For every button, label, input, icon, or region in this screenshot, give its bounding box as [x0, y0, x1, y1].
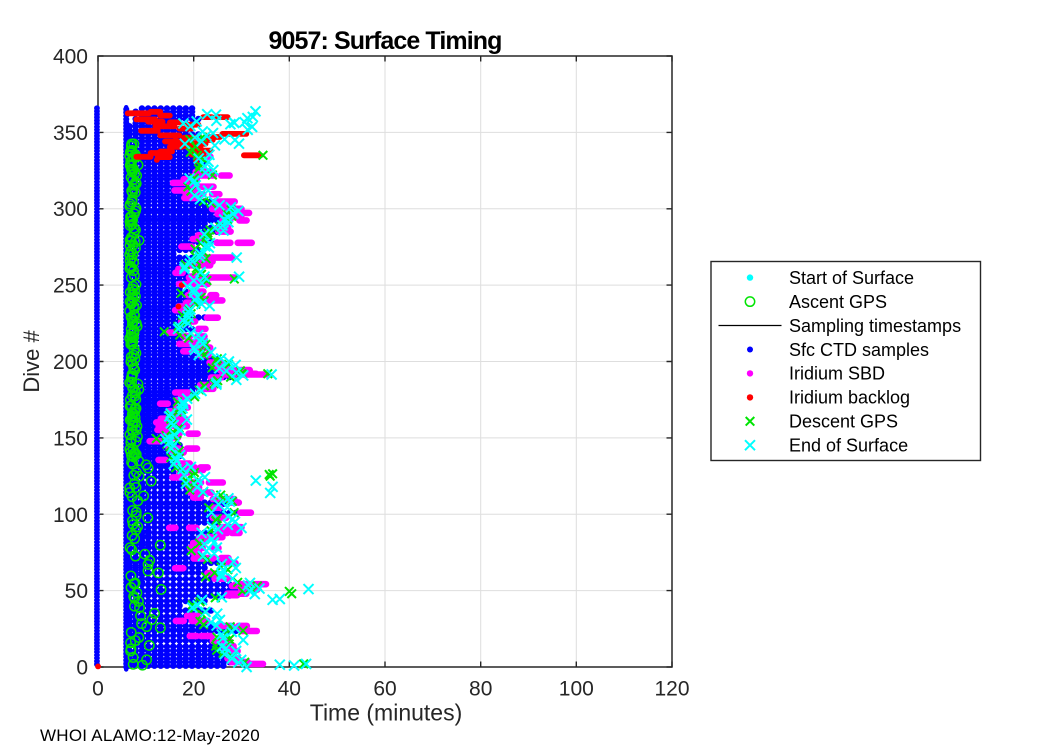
svg-text:Ascent GPS: Ascent GPS	[789, 292, 887, 312]
svg-text:0: 0	[76, 657, 88, 680]
svg-text:200: 200	[53, 351, 88, 374]
svg-text:350: 350	[53, 122, 88, 145]
svg-text:100: 100	[559, 678, 594, 701]
svg-text:Sampling timestamps: Sampling timestamps	[789, 316, 961, 336]
svg-text:Sfc CTD samples: Sfc CTD samples	[789, 340, 929, 360]
svg-text:Start of Surface: Start of Surface	[789, 268, 914, 288]
svg-text:300: 300	[53, 198, 88, 221]
svg-text:50: 50	[65, 580, 88, 603]
svg-text:Time (minutes): Time (minutes)	[310, 700, 463, 726]
svg-text:Descent GPS: Descent GPS	[789, 412, 898, 432]
svg-text:End of Surface: End of Surface	[789, 436, 908, 456]
svg-text:150: 150	[53, 427, 88, 450]
svg-text:80: 80	[469, 678, 492, 701]
svg-text:Iridium backlog: Iridium backlog	[789, 388, 910, 408]
svg-text:20: 20	[182, 678, 205, 701]
svg-text:Dive #: Dive #	[19, 330, 44, 393]
svg-text:WHOI ALAMO:12-May-2020: WHOI ALAMO:12-May-2020	[40, 726, 260, 745]
svg-text:40: 40	[278, 678, 301, 701]
svg-text:250: 250	[53, 275, 88, 298]
svg-text:400: 400	[53, 46, 88, 69]
svg-text:0: 0	[92, 678, 104, 701]
svg-text:120: 120	[654, 678, 689, 701]
svg-text:100: 100	[53, 504, 88, 527]
svg-text:Iridium SBD: Iridium SBD	[789, 364, 885, 384]
svg-text:9057: Surface Timing: 9057: Surface Timing	[268, 27, 501, 55]
svg-text:60: 60	[373, 678, 396, 701]
